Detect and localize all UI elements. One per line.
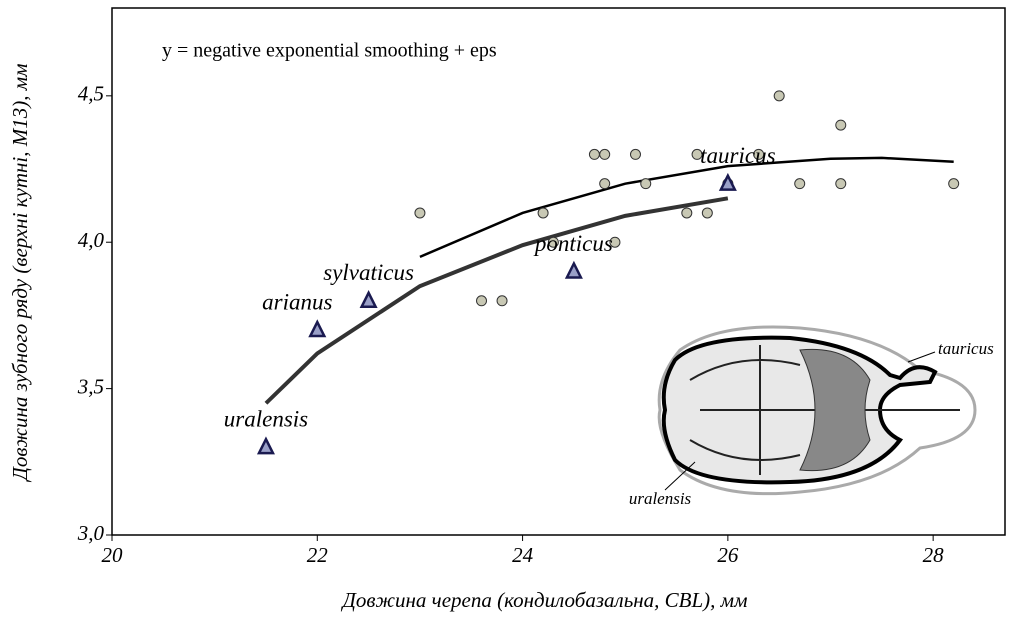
data-point [630, 149, 640, 159]
species-marker [310, 322, 324, 336]
species-label: ponticus [533, 231, 613, 256]
data-point [836, 179, 846, 189]
y-tick-label: 4,5 [78, 82, 104, 106]
data-point [477, 296, 487, 306]
species-marker [567, 264, 581, 278]
data-point [415, 208, 425, 218]
data-point [795, 179, 805, 189]
y-tick-label: 4,0 [78, 228, 105, 252]
smoothing-curve [420, 158, 954, 257]
skull-inset: tauricus uralensis [629, 327, 994, 508]
x-tick-label: 22 [307, 543, 329, 567]
data-point [682, 208, 692, 218]
species-label: tauricus [700, 143, 775, 168]
y-tick-label: 3,0 [77, 521, 105, 545]
x-tick-label: 28 [923, 543, 945, 567]
inset-label: uralensis [629, 489, 692, 508]
data-point [600, 179, 610, 189]
data-point [949, 179, 959, 189]
species-label: uralensis [224, 406, 308, 431]
x-tick-label: 24 [512, 543, 534, 567]
species-marker [259, 439, 273, 453]
data-point [836, 120, 846, 130]
skull-pointer [908, 352, 935, 362]
x-axis-label: Довжина черепа (кондилобазальна, CBL), м… [341, 588, 748, 612]
y-axis-label: Довжина зубного ряду (верхні кутні, М13)… [8, 63, 32, 482]
annotation: y = negative exponential smoothing + eps [162, 40, 497, 62]
species-marker [362, 293, 376, 307]
data-point [589, 149, 599, 159]
chart: y = negative exponential smoothing + eps… [0, 0, 1015, 617]
data-point [538, 208, 548, 218]
data-point [600, 149, 610, 159]
data-point [702, 208, 712, 218]
y-tick-label: 3,5 [77, 374, 104, 398]
species-label: sylvaticus [323, 260, 414, 285]
x-tick-label: 26 [717, 543, 739, 567]
data-point [774, 91, 784, 101]
x-tick-label: 20 [102, 543, 124, 567]
data-point [641, 179, 651, 189]
inset-label: tauricus [938, 339, 994, 358]
data-point [497, 296, 507, 306]
species-label: arianus [262, 289, 332, 314]
